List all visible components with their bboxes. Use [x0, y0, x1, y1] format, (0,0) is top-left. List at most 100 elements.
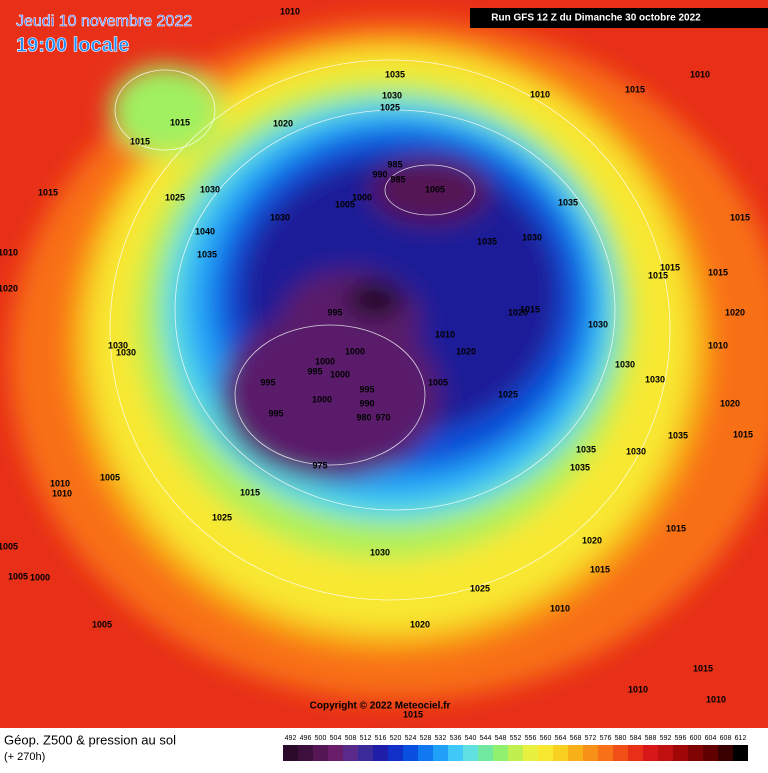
isobar-label: 1030 [116, 347, 136, 357]
colorbar-label: 604 [705, 735, 717, 742]
colorbar-label: 596 [675, 735, 687, 742]
colorbar-label: 500 [315, 735, 327, 742]
colorbar-swatch [388, 745, 403, 761]
isobar-label: 1010 [708, 340, 728, 350]
isobar-label: 1020 [725, 307, 745, 317]
isobar-label: 1010 [706, 694, 726, 704]
colorbar-label: 600 [690, 735, 702, 742]
isobar-label: 1005 [0, 541, 18, 551]
colorbar-label: 592 [660, 735, 672, 742]
colorbar-label: 504 [330, 735, 342, 742]
colorbar-label: 492 [285, 735, 297, 742]
colorbar-label: 612 [735, 735, 747, 742]
isobar-label: 1020 [508, 307, 528, 317]
isobar-label: 1010 [530, 89, 550, 99]
isobar-label: 1015 [693, 663, 713, 673]
isobar-label: 1010 [50, 478, 70, 488]
isobar-label: 1005 [8, 571, 28, 581]
colorbar-label: 516 [375, 735, 387, 742]
isobar-label: 1015 [130, 136, 150, 146]
colorbar-label: 580 [615, 735, 627, 742]
isobar-label: 1015 [666, 523, 686, 533]
run-info: Run GFS 12 Z du Dimanche 30 octobre 2022 [491, 13, 701, 24]
isobar-label: 1005 [428, 377, 448, 387]
isobar-label: 1015 [170, 117, 190, 127]
isobar-label: 1035 [477, 236, 497, 246]
colorbar-label: 560 [540, 735, 552, 742]
colorbar-label: 532 [435, 735, 447, 742]
isobar-label: 995 [359, 384, 374, 394]
isobar-label: 1030 [382, 90, 402, 100]
colorbar-swatch [643, 745, 658, 761]
isobar-label: 1030 [645, 374, 665, 384]
isobar-label: 1005 [425, 184, 445, 194]
colorbar-label: 524 [405, 735, 417, 742]
isobar-label: 1035 [576, 444, 596, 454]
colorbar-label: 568 [570, 735, 582, 742]
isobar-label: 1010 [435, 329, 455, 339]
run-box [470, 8, 768, 28]
colorbar-swatch [673, 745, 688, 761]
forecast-time: 19:00 locale [16, 34, 129, 56]
isobar-label: 1000 [330, 369, 350, 379]
colorbar-label: 536 [450, 735, 462, 742]
isobar-label: 1010 [550, 603, 570, 613]
isobar-label: 1035 [197, 249, 217, 259]
isobar-label: 1030 [370, 547, 390, 557]
colorbar-swatch [283, 745, 298, 761]
colorbar-swatch [523, 745, 538, 761]
isobar-label: 1025 [165, 192, 185, 202]
colorbar-swatch [298, 745, 313, 761]
colorbar-label: 496 [300, 735, 312, 742]
colorbar-label: 544 [480, 735, 492, 742]
colorbar-label: 564 [555, 735, 567, 742]
isobar-label: 1030 [588, 319, 608, 329]
forecast-date: Jeudi 10 novembre 2022 [16, 13, 192, 30]
isobar-label: 1035 [668, 430, 688, 440]
colorbar-label: 588 [645, 735, 657, 742]
isobar-label: 985 [387, 159, 402, 169]
colorbar-swatch [448, 745, 463, 761]
colorbar-label: 552 [510, 735, 522, 742]
isobar-label: 1005 [335, 199, 355, 209]
isobar-label: 1010 [280, 6, 300, 16]
isobar-label: 1005 [92, 619, 112, 629]
colorbar-swatch [553, 745, 568, 761]
lead-time: (+ 270h) [4, 751, 45, 763]
colorbar-swatch [658, 745, 673, 761]
colorbar-label: 556 [525, 735, 537, 742]
isobar-label: 995 [327, 307, 342, 317]
isobar-label: 1030 [270, 212, 290, 222]
isobar-label: 1015 [733, 429, 753, 439]
colorbar-swatch [733, 745, 748, 761]
isobar-label: 1040 [195, 226, 215, 236]
isobar-label: 1030 [200, 184, 220, 194]
isobar-label: 1030 [615, 359, 635, 369]
isobar-label: 1025 [470, 583, 490, 593]
colorbar-swatch [703, 745, 718, 761]
colorbar-swatch [583, 745, 598, 761]
isobar-label: 1015 [38, 187, 58, 197]
isobar-label: 995 [260, 377, 275, 387]
isobar-label: 1015 [708, 267, 728, 277]
isobar-label: 1015 [660, 262, 680, 272]
isobar-label: 975 [312, 460, 327, 470]
isobar-label: 1020 [410, 619, 430, 629]
isobar-label: 1000 [345, 346, 365, 356]
colorbar-label: 520 [390, 735, 402, 742]
isobar-label: 990 [372, 169, 387, 179]
isobar-label: 1025 [212, 512, 232, 522]
isobar-label: 1010 [52, 488, 72, 498]
colorbar-swatch [433, 745, 448, 761]
isobar-label: 985 [390, 174, 405, 184]
colorbar-swatch [613, 745, 628, 761]
colorbar-label: 512 [360, 735, 372, 742]
isobar-label: 1010 [628, 684, 648, 694]
colorbar-swatch [598, 745, 613, 761]
colorbar-swatch [313, 745, 328, 761]
colorbar-swatch [568, 745, 583, 761]
isobar-label: 1015 [520, 304, 540, 314]
colorbar-label: 576 [600, 735, 612, 742]
colorbar-label: 572 [585, 735, 597, 742]
